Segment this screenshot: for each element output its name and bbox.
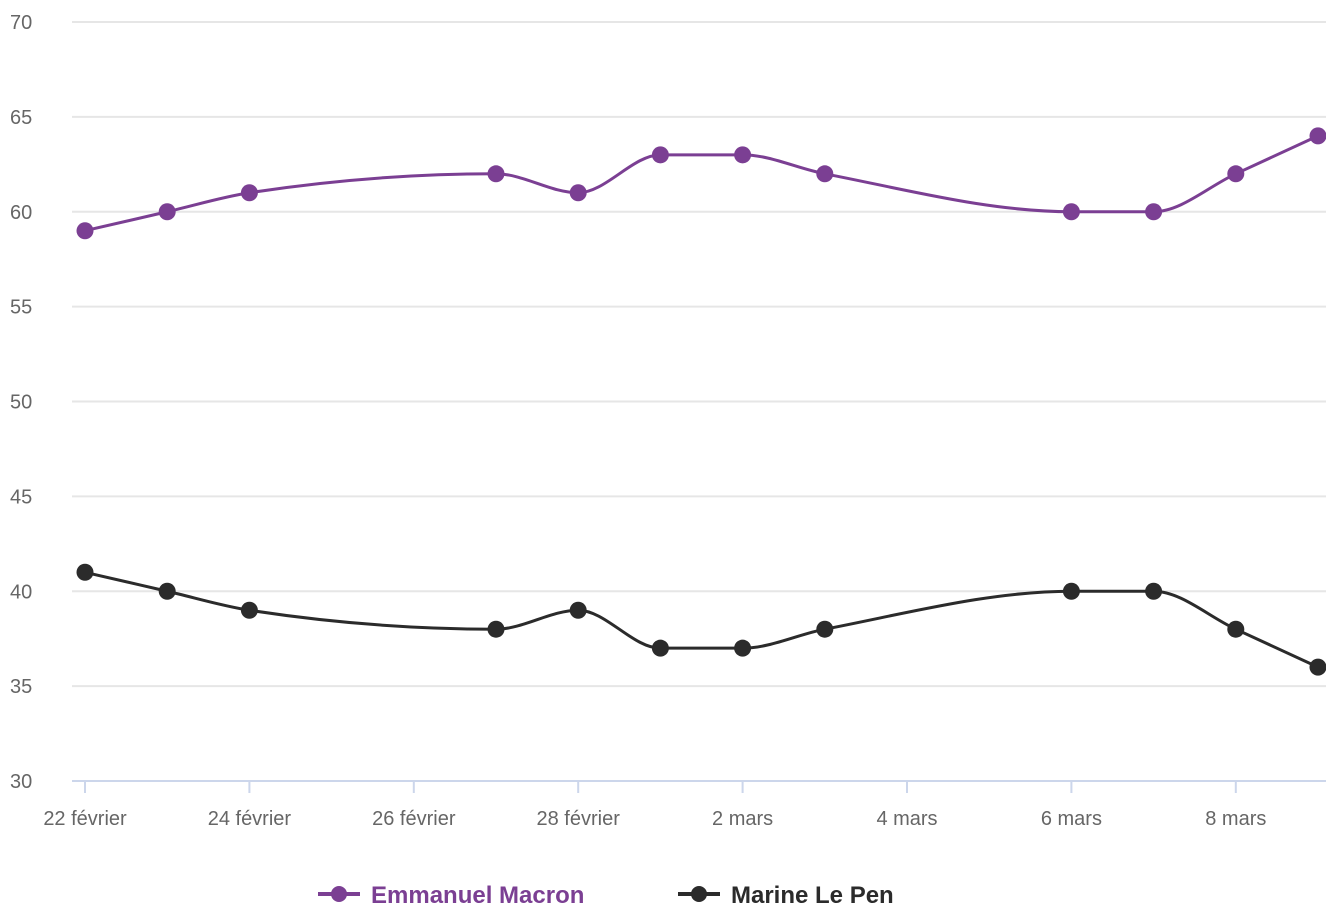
data-point-emmanuel-macron[interactable] [1062, 203, 1080, 221]
legend-item-marine-le-pen[interactable]: Marine Le Pen [678, 882, 894, 909]
data-point-marine-le-pen[interactable] [651, 639, 669, 657]
data-point-marine-le-pen[interactable] [816, 620, 834, 638]
data-point-marine-le-pen[interactable] [734, 639, 752, 657]
x-axis: 22 février 24 février 26 février 28 février… [43, 780, 1326, 830]
data-point-marine-le-pen[interactable] [1309, 658, 1326, 676]
data-point-emmanuel-macron[interactable] [1145, 203, 1163, 221]
legend-symbol-marker [691, 886, 707, 902]
legend: Emmanuel Macron Marine Le Pen [318, 882, 894, 909]
data-point-marine-le-pen[interactable] [76, 563, 94, 581]
x-tick-label: 2 mars [712, 808, 773, 830]
data-point-marine-le-pen[interactable] [240, 601, 258, 619]
data-point-emmanuel-macron[interactable] [240, 184, 258, 202]
data-point-emmanuel-macron[interactable] [487, 165, 505, 183]
data-point-emmanuel-macron[interactable] [158, 203, 176, 221]
legend-label: Emmanuel Macron [371, 882, 584, 909]
x-tick-label: 26 février [372, 808, 456, 830]
y-tick-label: 35 [10, 676, 32, 698]
series-layer [76, 127, 1326, 676]
data-point-marine-le-pen[interactable] [487, 620, 505, 638]
y-tick-label: 40 [10, 581, 32, 603]
data-point-emmanuel-macron[interactable] [1309, 127, 1326, 145]
data-point-marine-le-pen[interactable] [569, 601, 587, 619]
data-point-emmanuel-macron[interactable] [569, 184, 587, 202]
legend-item-emmanuel-macron[interactable]: Emmanuel Macron [318, 882, 584, 909]
data-point-emmanuel-macron[interactable] [76, 222, 94, 240]
series-line-emmanuel-macron [84, 134, 1319, 233]
x-tick-label: 8 mars [1205, 808, 1266, 830]
legend-symbol-marker [331, 886, 347, 902]
data-point-marine-le-pen[interactable] [1145, 582, 1163, 600]
y-tick-label: 30 [10, 771, 32, 793]
y-tick-label: 60 [10, 202, 32, 224]
data-point-marine-le-pen[interactable] [1062, 582, 1080, 600]
grid-lines [72, 21, 1326, 688]
y-tick-label: 55 [10, 297, 32, 319]
x-tick-label: 22 février [43, 808, 127, 830]
x-tick-label: 6 mars [1041, 808, 1102, 830]
y-tick-label: 65 [10, 107, 32, 129]
x-tick-label: 4 mars [876, 808, 937, 830]
legend-label: Marine Le Pen [731, 882, 894, 909]
y-tick-label: 45 [10, 486, 32, 508]
data-point-emmanuel-macron[interactable] [734, 146, 752, 164]
x-tick-label: 28 février [537, 808, 621, 830]
y-tick-label: 50 [10, 392, 32, 414]
data-point-emmanuel-macron[interactable] [1227, 165, 1245, 183]
data-point-emmanuel-macron[interactable] [651, 146, 669, 164]
series-line-marine-le-pen [84, 570, 1319, 669]
data-point-emmanuel-macron[interactable] [816, 165, 834, 183]
x-tick-label: 24 février [208, 808, 292, 830]
data-point-marine-le-pen[interactable] [158, 582, 176, 600]
y-axis: 30 35 40 45 50 55 60 65 70 [10, 12, 32, 793]
data-point-marine-le-pen[interactable] [1227, 620, 1245, 638]
y-tick-label: 70 [10, 12, 32, 34]
